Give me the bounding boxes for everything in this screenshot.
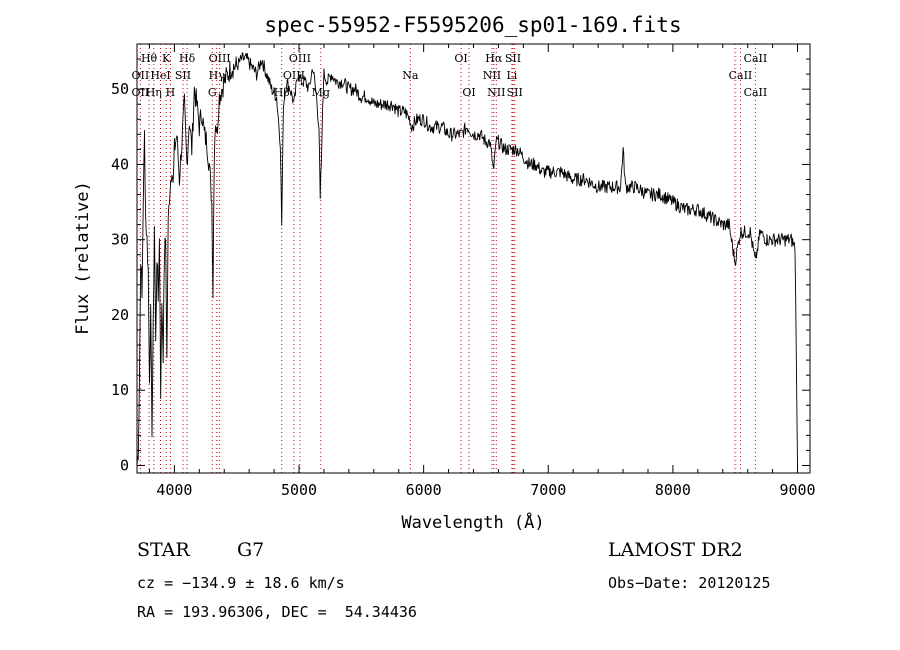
y-tick-label: 20 [111, 306, 129, 324]
line-label: OI [454, 52, 467, 65]
x-tick-label: 4000 [156, 481, 192, 499]
y-tick-label: 30 [111, 231, 129, 249]
survey-name: LAMOST DR2 [608, 539, 743, 561]
chart-title: spec-55952-F5595206_sp01-169.fits [264, 13, 681, 37]
line-label: CaII [744, 52, 768, 65]
line-label: Hγ [209, 69, 226, 82]
line-label: H [166, 86, 176, 99]
line-label: CaII [744, 86, 768, 99]
line-label: SII [175, 69, 191, 82]
x-tick-label: 8000 [655, 481, 691, 499]
line-label: SII [505, 52, 521, 65]
y-tick-label: 10 [111, 381, 129, 399]
line-label: Hβ [274, 86, 290, 99]
axes: 4000 5000 6000 7000 8000 9000 0 10 20 30 40 50 [111, 44, 816, 499]
line-label: OIII [289, 52, 311, 65]
line-label: NII [483, 69, 501, 82]
line-label: OII [132, 69, 150, 82]
y-tick-label: 0 [120, 456, 129, 474]
line-label: Hη [146, 86, 162, 99]
x-tick-label: 9000 [779, 481, 815, 499]
line-label: SII [507, 86, 523, 99]
line-label: Na [402, 69, 419, 82]
line-label: K [162, 52, 171, 65]
y-tick-label: 50 [111, 80, 129, 98]
line-label: G [208, 86, 217, 99]
x-tick-label: 7000 [530, 481, 566, 499]
spectral-line-markers [139, 44, 756, 473]
line-label: Hθ [141, 52, 158, 65]
spectrum-data [136, 52, 798, 466]
spectrum-line [136, 52, 798, 466]
x-axis-label: Wavelength (Å) [401, 511, 544, 533]
object-class: STAR [137, 539, 190, 561]
line-label: Hα [485, 52, 503, 65]
line-label: Hδ [179, 52, 196, 65]
y-tick-label: 40 [111, 155, 129, 173]
coordinates: RA = 193.96306, DEC = 54.34436 [137, 603, 417, 621]
observation-date: Obs−Date: 20120125 [608, 574, 771, 592]
line-label: OIII [209, 52, 231, 65]
line-label: OI [462, 86, 475, 99]
redshift-velocity: cz = −134.9 ± 18.6 km/s [137, 574, 345, 592]
subclass: G7 [237, 539, 265, 561]
line-label: Mg [312, 86, 330, 99]
line-label: NII [487, 86, 505, 99]
line-label: CaII [729, 69, 753, 82]
plot-frame [136, 43, 811, 474]
x-tick-label: 5000 [281, 481, 317, 499]
y-axis-label: Flux (relative) [73, 181, 93, 335]
line-label: Li [506, 69, 517, 82]
line-label: HeI [150, 69, 170, 82]
x-tick-label: 6000 [406, 481, 442, 499]
